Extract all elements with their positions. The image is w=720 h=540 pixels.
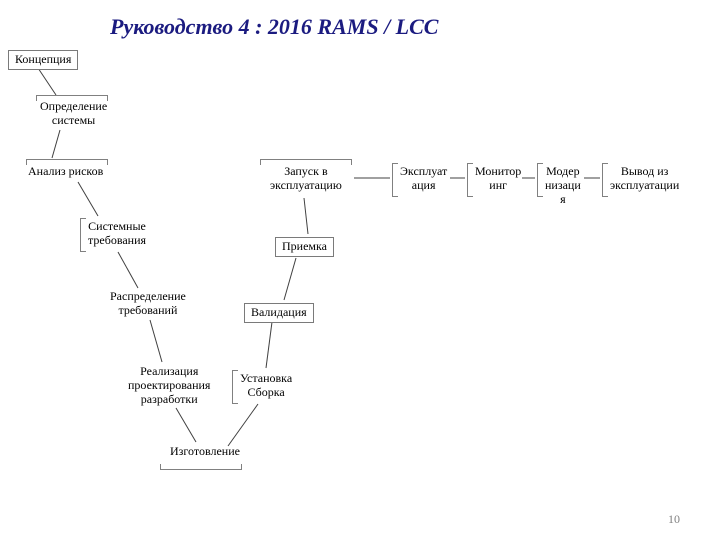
node-decommission: Вывод из эксплуатации [610, 165, 679, 193]
node-acceptance: Приемка [275, 237, 334, 257]
bracket-1 [26, 159, 108, 165]
node-install: Установка Сборка [240, 372, 292, 400]
page-title: Руководство 4 : 2016 RAMS / LCC [110, 14, 438, 40]
node-concept: Концепция [8, 50, 78, 70]
bracket-5 [260, 159, 352, 165]
edge-5 [176, 408, 196, 442]
edge-7 [266, 322, 272, 368]
diagram-edges [0, 0, 720, 540]
node-commission: Запуск в эксплуатацию [270, 165, 342, 193]
bracket-3 [160, 464, 242, 470]
bracket-2 [80, 218, 86, 252]
edge-0 [38, 68, 56, 95]
bracket-4 [232, 370, 238, 404]
node-manufacture: Изготовление [170, 445, 240, 459]
edge-4 [150, 320, 162, 362]
edge-6 [228, 404, 258, 446]
edge-8 [284, 258, 296, 300]
page-number: 10 [668, 512, 680, 527]
bracket-7 [467, 163, 473, 197]
bracket-0 [36, 95, 108, 101]
edge-2 [78, 182, 98, 216]
node-monitoring: Монитор инг [475, 165, 521, 193]
node-modernize: Модер низаци я [545, 165, 581, 206]
node-operation: Эксплуат ация [400, 165, 447, 193]
bracket-9 [602, 163, 608, 197]
node-sysreq: Системные требования [88, 220, 146, 248]
edge-9 [304, 198, 308, 234]
node-designimpl: Реализация проектирования разработки [128, 365, 210, 406]
node-sysdef: Определение системы [40, 100, 107, 128]
edge-3 [118, 252, 138, 288]
bracket-6 [392, 163, 398, 197]
bracket-8 [537, 163, 543, 197]
node-validation: Валидация [244, 303, 314, 323]
node-risk: Анализ рисков [28, 165, 103, 179]
node-allocreq: Распределение требований [110, 290, 186, 318]
edge-1 [52, 130, 60, 158]
